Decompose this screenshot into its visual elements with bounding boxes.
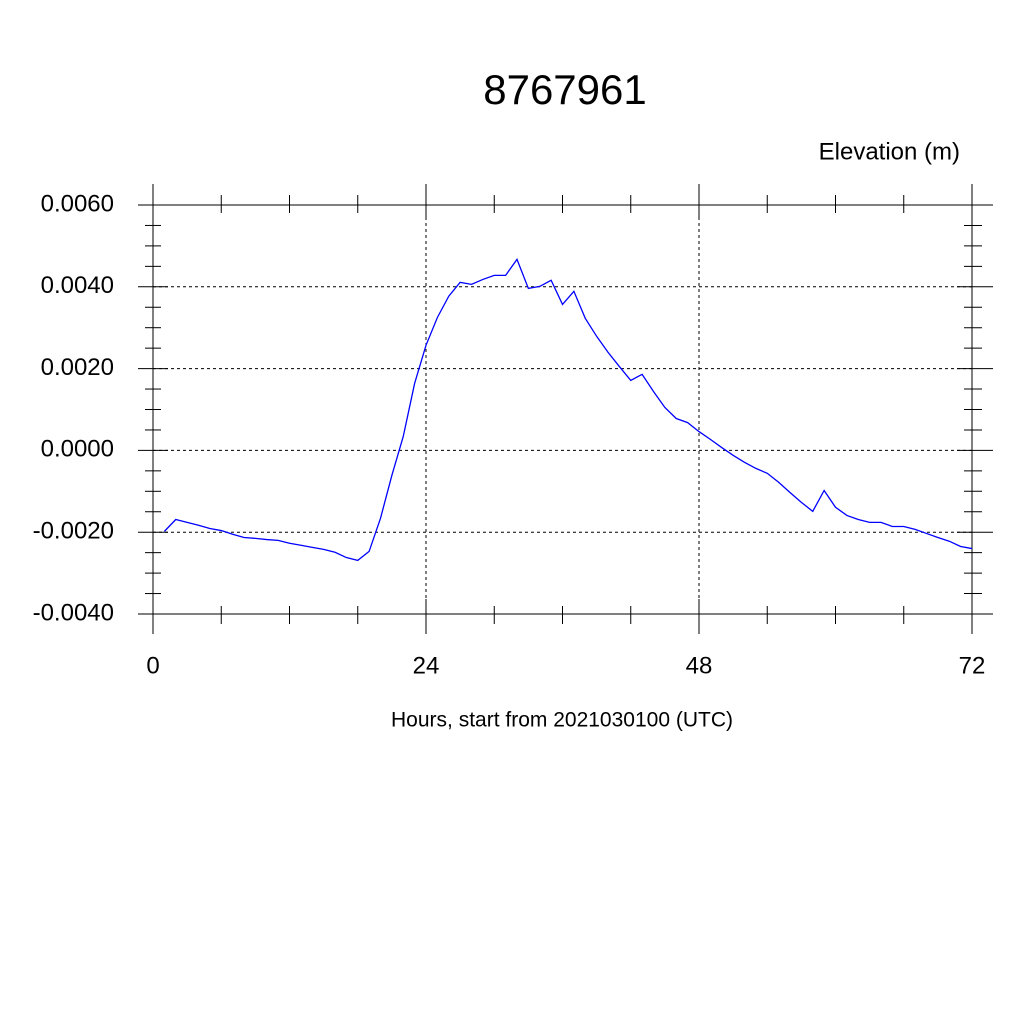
x-tick-label: 72 [959, 652, 986, 679]
chart-title: 8767961 [483, 66, 647, 113]
x-axis-label: Hours, start from 2021030100 (UTC) [391, 709, 733, 732]
y-tick-label: 0.0040 [41, 272, 114, 299]
y-tick-label: 0.0060 [41, 190, 114, 217]
x-tick-label: 48 [686, 652, 713, 679]
x-tick-label: 0 [146, 652, 159, 679]
y-tick-label: -0.0040 [33, 599, 114, 626]
x-tick-label: 24 [413, 652, 440, 679]
y-tick-label: 0.0000 [41, 436, 114, 463]
data-line [163, 258, 973, 562]
y-tick-label: -0.0020 [33, 518, 114, 545]
y-tick-label: 0.0020 [41, 354, 114, 381]
y-axis-label: Elevation (m) [819, 138, 960, 165]
